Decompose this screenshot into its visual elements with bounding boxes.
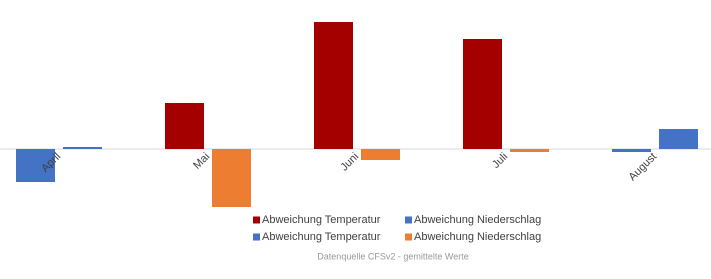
legend-label: Abweichung Niederschlag bbox=[414, 214, 541, 226]
bar bbox=[16, 149, 55, 182]
bar bbox=[63, 147, 102, 149]
x-tick-label: August bbox=[626, 151, 659, 184]
bar bbox=[612, 149, 651, 152]
legend-swatch bbox=[405, 216, 412, 224]
x-tick-label: Juli bbox=[490, 151, 510, 171]
legend-swatch bbox=[253, 216, 260, 224]
bar bbox=[314, 22, 353, 149]
bar bbox=[510, 149, 549, 152]
x-tick-label: Juni bbox=[338, 151, 361, 174]
legend-label: Abweichung Temperatur bbox=[262, 214, 381, 226]
legend-swatch bbox=[405, 233, 412, 241]
bar bbox=[361, 149, 400, 160]
bar bbox=[165, 103, 204, 149]
x-tick-label: Mai bbox=[191, 151, 212, 172]
legend-label: Abweichung Niederschlag bbox=[414, 231, 541, 243]
legend-swatch bbox=[253, 233, 260, 241]
legend-label: Abweichung Temperatur bbox=[262, 231, 381, 243]
source-note: Datenquelle CFSv2 - gemittelte Werte bbox=[317, 251, 468, 261]
bar bbox=[659, 129, 698, 149]
bar bbox=[463, 39, 502, 149]
bar bbox=[212, 149, 251, 207]
